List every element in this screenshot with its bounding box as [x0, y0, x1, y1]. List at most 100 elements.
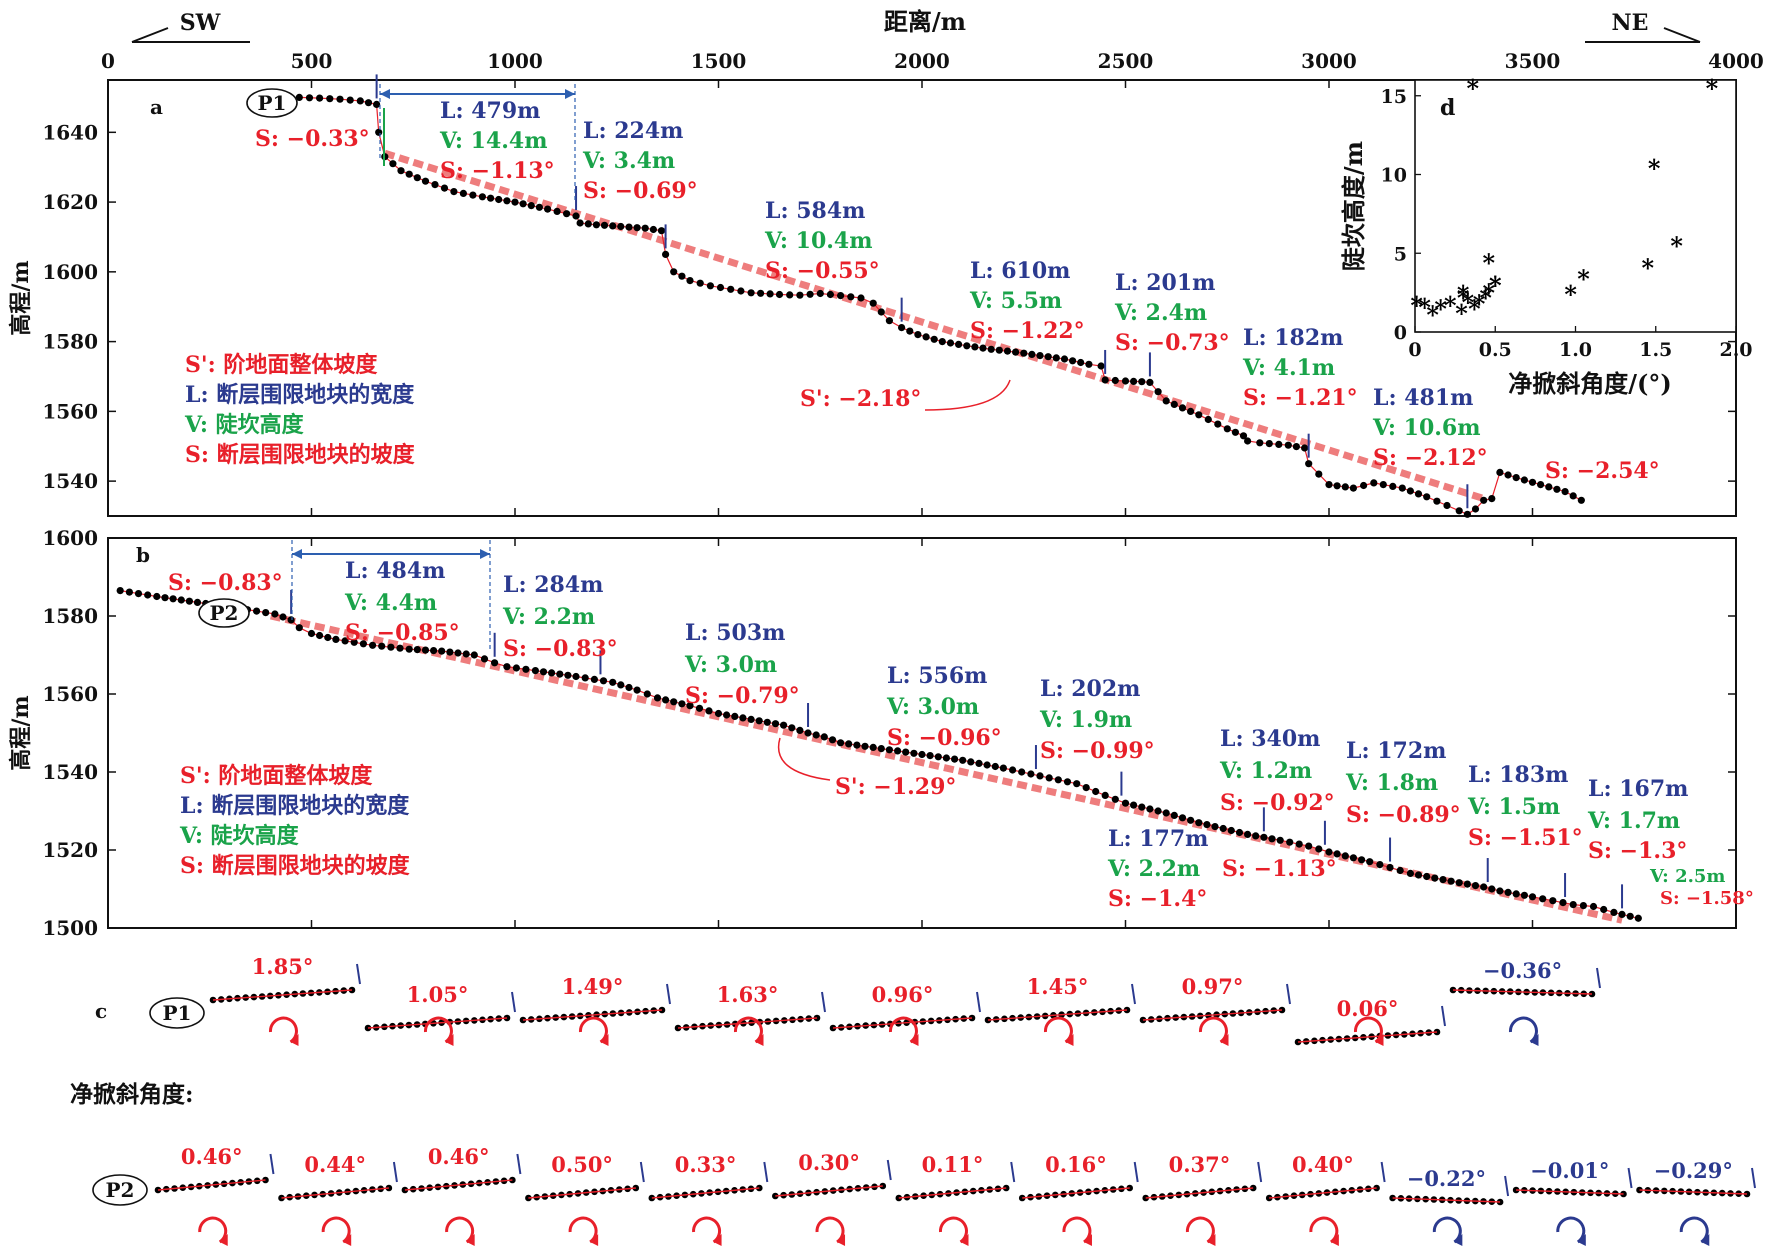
- panel-b-y-ticks: 1500 1520 1540 1560 1580 1600: [42, 526, 1736, 940]
- y-tick-label: 1500: [42, 916, 98, 940]
- profile-point: [1069, 357, 1077, 365]
- profile-point: [983, 761, 991, 769]
- profile-point: [1101, 376, 1109, 384]
- rotation-arrowhead-icon: [445, 1034, 454, 1046]
- tilt-fit-line: [1142, 1009, 1283, 1021]
- profile-point: [341, 637, 349, 645]
- tilt-angle-label: 0.97°: [1182, 974, 1244, 999]
- profile-point: [1512, 890, 1520, 898]
- legend-b-trend: S': 阶地面整体坡度: [180, 763, 373, 789]
- profile-point: [1162, 809, 1170, 817]
- tilt-profile-point: [262, 1176, 269, 1184]
- profile-point: [356, 97, 364, 105]
- b-extra-slope: S: −1.13°: [1222, 856, 1337, 882]
- profile-point: [1433, 497, 1441, 505]
- rotation-arrow-icon: [1198, 1016, 1228, 1044]
- profile-point: [1423, 872, 1431, 881]
- rotation-arrowhead-icon: [837, 1234, 846, 1246]
- p2-profile-badge: [198, 598, 250, 628]
- panel-d-frame: [1414, 79, 1737, 333]
- profile-point: [1545, 483, 1553, 491]
- profile-point: [1170, 400, 1178, 408]
- profile-point: [806, 290, 814, 298]
- profile-point: [1227, 826, 1235, 835]
- profile-point: [1219, 824, 1227, 833]
- profile-point: [262, 609, 270, 617]
- rotation-arrow-icon: [423, 1016, 453, 1044]
- profile-point: [1455, 879, 1463, 887]
- profile-point: [696, 279, 704, 287]
- profile-point: [1579, 902, 1587, 910]
- profile-point: [153, 592, 161, 601]
- profile-point: [563, 210, 571, 218]
- profile-point: [1496, 887, 1504, 895]
- legend-a-trend: S': 阶地面整体坡度: [185, 352, 378, 378]
- fault-tick: [1441, 1005, 1446, 1027]
- profile-point: [413, 646, 421, 654]
- profile-point: [169, 595, 177, 603]
- rotation-arrow-icon: [198, 1216, 228, 1244]
- profile-point: [1097, 362, 1105, 370]
- profile-point: [1170, 811, 1178, 820]
- profile-point: [1121, 377, 1130, 385]
- fault-tick: [516, 1153, 522, 1175]
- profile-point: [837, 292, 845, 300]
- profile-point: [378, 642, 386, 650]
- profile-point: [987, 345, 995, 353]
- profile-point: [1634, 914, 1642, 922]
- profile-point: [1488, 495, 1496, 503]
- profile-point: [512, 664, 521, 672]
- profile-point: [1569, 901, 1577, 909]
- profile-point: [641, 224, 649, 232]
- b-seg10-V: V: 1.7m: [1587, 808, 1680, 834]
- d-y-tick-label: 15: [1381, 86, 1407, 108]
- b-seg3-S: S: −0.79°: [685, 683, 800, 709]
- rotation-arrowhead-icon: [910, 1034, 919, 1046]
- profile-point: [766, 290, 774, 298]
- a-seg1-S: S: −1.13°: [440, 158, 555, 184]
- tilt-angle-label: 1.45°: [1027, 974, 1089, 999]
- profile-point: [1528, 893, 1537, 901]
- profile-point: [1111, 376, 1119, 385]
- b-seg3-V: V: 3.0m: [684, 652, 777, 678]
- b-seg7-V: V: 1.2m: [1219, 758, 1312, 784]
- profile-point: [454, 649, 462, 657]
- y-tick-label: 1540: [42, 760, 98, 784]
- profile-point: [1073, 780, 1081, 788]
- fault-tick: [1751, 1167, 1756, 1189]
- profile-point: [1504, 888, 1512, 897]
- panel-a-y-ticks: 1540 1560 1580 1600 1620 1640: [42, 120, 1736, 493]
- profile-point: [1333, 850, 1341, 858]
- rotation-arrow-icon: [733, 1016, 763, 1044]
- profile-point: [144, 591, 152, 599]
- scatter-point: *: [1462, 288, 1475, 317]
- panel-a-x-ticks: 0 500 1000 1500 2000 2500 3000 3500 4000: [101, 49, 1764, 516]
- profile-point: [1439, 876, 1447, 884]
- tilt-fit-line: [367, 1017, 508, 1029]
- fault-tick: [976, 991, 981, 1013]
- profile-point: [918, 750, 926, 759]
- b-seg2-L: L: 284m: [503, 572, 603, 598]
- profile-point: [914, 331, 922, 339]
- fault-tick: [1257, 1161, 1263, 1183]
- profile-point: [1610, 908, 1618, 917]
- profile-point: [1085, 360, 1093, 368]
- profile-point: [600, 221, 609, 229]
- tilt-fit-line: [1145, 1187, 1254, 1199]
- a-seg2-S: S: −0.69°: [583, 178, 698, 204]
- profile-point: [1036, 772, 1044, 780]
- scatter-point: *: [1564, 280, 1577, 309]
- c-p1-row: 1.85°1.05° 1.49° 1.63° 0.96° 1.45° 0.97°0.06°…: [209, 954, 1601, 1046]
- y-tick-label: 1580: [42, 604, 98, 628]
- profile-point: [125, 588, 133, 596]
- d-y-tick-label: 0: [1394, 322, 1407, 344]
- profile-point: [1559, 899, 1567, 907]
- profile-point: [1121, 799, 1130, 807]
- profile-point: [820, 733, 828, 741]
- p2-badge-text: P2: [210, 601, 239, 625]
- profile-point: [389, 160, 397, 168]
- profile-point: [649, 225, 658, 234]
- profile-point: [1204, 415, 1212, 424]
- scatter-point: *: [1489, 271, 1502, 300]
- profile-point: [991, 762, 999, 771]
